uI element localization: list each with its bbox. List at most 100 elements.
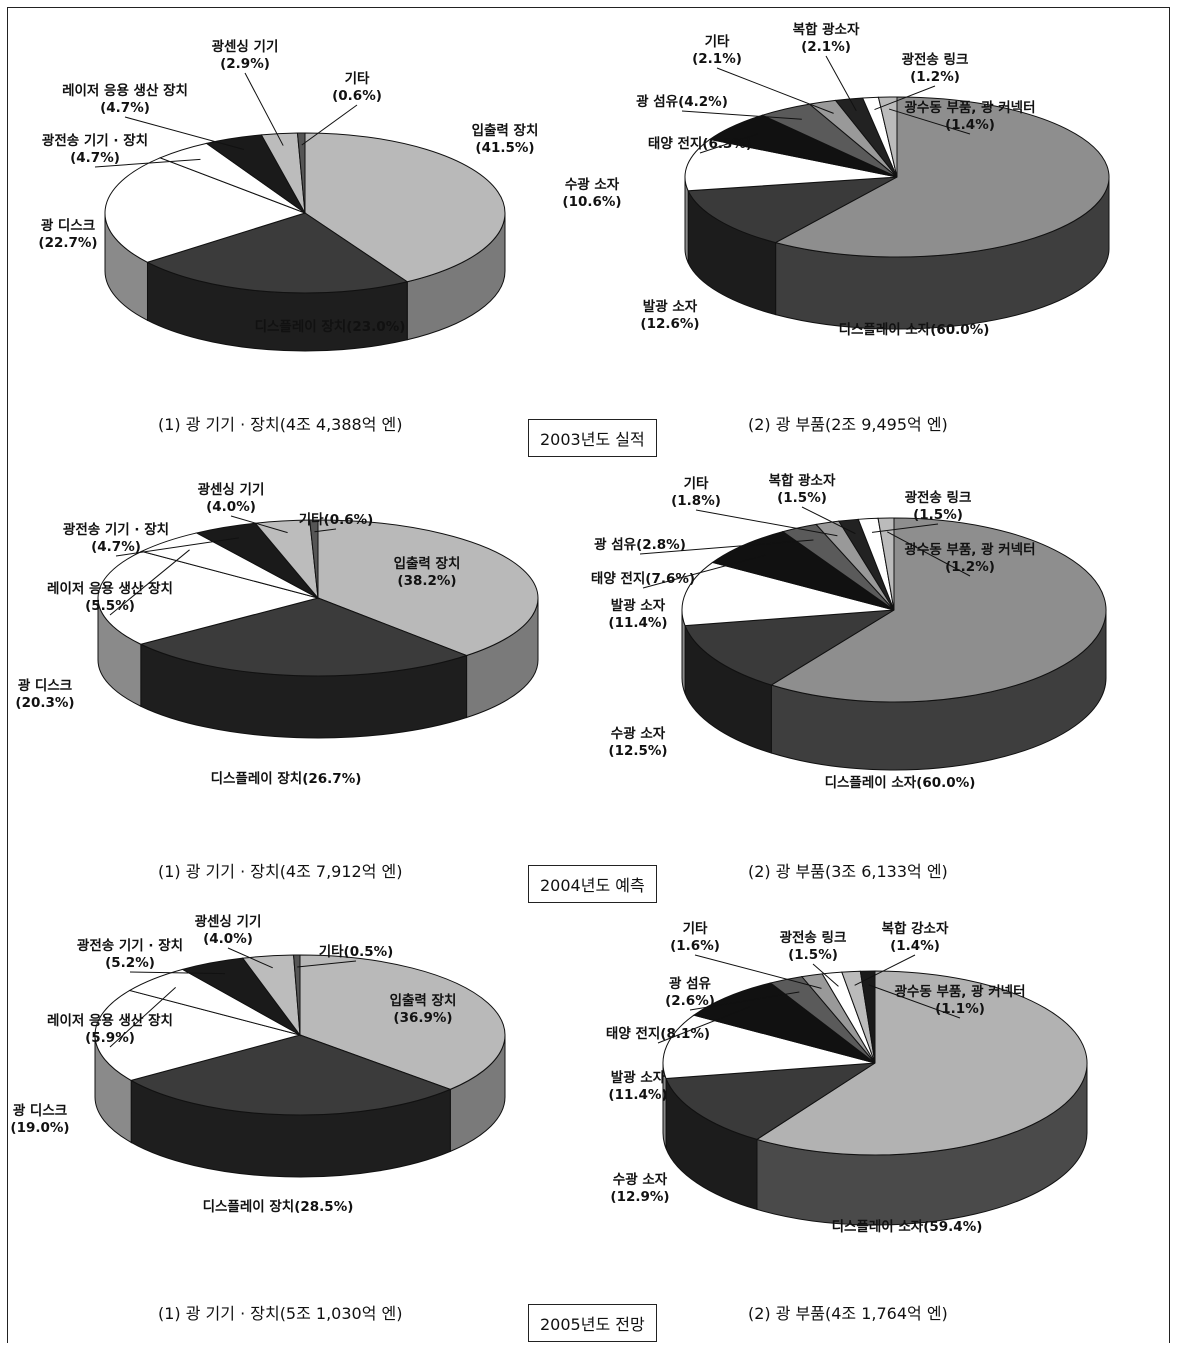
slice-label-optical-disc: (19.0%) (10, 1120, 69, 1136)
slice-label-optical-fiber: 광 섬유 (669, 975, 712, 992)
leader-line-other (716, 67, 834, 114)
slice-label-optical-fiber: 광 섬유(4.2%) (636, 93, 728, 110)
pie-labels: 디스플레이 소자(59.4%) 수광 소자(12.9%) 발광 소자(11.4%) 태… (606, 920, 1026, 1235)
pie-slice-passive-components-connectors (877, 96, 898, 178)
caption-2003-devices: (1) 광 기기 · 장치(4조 4,388억 엔) (158, 415, 403, 434)
pie-slice-display-devices (139, 597, 469, 677)
slice-label-laser-production-equipment: 레이저 응용 생산 장치 (47, 580, 173, 597)
slice-label-passive-components-connectors: 광수동 부품, 광 커넥터 (904, 541, 1035, 558)
slice-label-optical-sensing-devices: (4.0%) (203, 931, 253, 947)
slice-label-other: (1.8%) (671, 493, 721, 509)
pie-chart-2003-components: 디스플레이 소자(60.0%) 발광 소자(12.6%) 수광 소자(10.6%) 태… (562, 21, 1110, 338)
leader-line-optical-sensing-devices (230, 515, 288, 534)
slice-label-optical-sensing-devices: (2.9%) (220, 56, 270, 72)
leader-line-passive-components-connectors (888, 108, 971, 135)
slice-label-passive-components-connectors: (1.4%) (945, 117, 995, 133)
slice-label-composite-optical-elements: 복합 광소자 (769, 472, 836, 489)
pie-slice-display-devices (146, 212, 409, 294)
pie-slice-passive-components-connectors (859, 970, 876, 1064)
slice-label-passive-components-connectors: (1.2%) (945, 559, 995, 575)
leader-line-optical-transmission-link (871, 523, 939, 533)
pie-slice-light-emitting-elements (687, 176, 898, 244)
slice-label-optical-transmission-link: 광전송 링크 (780, 929, 847, 946)
slice-label-input-output-devices: (38.2%) (397, 573, 456, 589)
pie-labels: 입출력 장치(36.9%) 디스플레이 장치(28.5%) 광 디스크(19.0%)… (10, 913, 456, 1215)
slice-label-laser-production-equipment: (5.9%) (85, 1030, 135, 1046)
leader-line-passive-components-connectors (886, 531, 971, 577)
leader-line-laser-production-equipment (124, 116, 245, 151)
slice-label-optical-transmission-link: 광전송 링크 (902, 51, 969, 68)
slice-label-light-receiving-elements: (10.6%) (562, 194, 621, 210)
leader-line-solar-cells (657, 1006, 750, 1044)
pie-slice-light-receiving-elements (684, 609, 895, 686)
slice-label-optical-transmission-devices: (4.7%) (91, 539, 141, 555)
slice-label-optical-disc: 광 디스크 (13, 1102, 67, 1119)
caption-2004-devices: (1) 광 기기 · 장치(4조 7,912억 엔) (158, 862, 403, 881)
pie-labels: 입출력 장치(38.2%) 디스플레이 장치(26.7%) 광 디스크(20.3%)… (15, 481, 460, 787)
slice-label-other: (0.6%) (332, 88, 382, 104)
pie-chart-2005-devices: 입출력 장치(36.9%) 디스플레이 장치(28.5%) 광 디스크(19.0%)… (10, 913, 506, 1215)
pie-labels: 디스플레이 소자(60.0%) 수광 소자(12.5%) 발광 소자(11.4%) 태… (591, 472, 1036, 791)
pie-chart-2004-devices: 입출력 장치(38.2%) 디스플레이 장치(26.7%) 광 디스크(20.3%)… (15, 481, 539, 787)
pie-slice-input-output-devices (317, 519, 539, 657)
leader-line-passive-components-connectors (868, 984, 961, 1019)
slice-label-light-emitting-elements: 발광 소자 (643, 298, 698, 315)
slice-label-optical-transmission-devices: (5.2%) (105, 955, 155, 971)
year-label-2003: 2003년도 실적 (528, 419, 657, 457)
pie-slices (94, 954, 506, 1116)
pie-slices (681, 517, 1107, 703)
slice-label-optical-transmission-devices: 광전송 기기 · 장치 (42, 132, 148, 149)
leader-line-laser-production-equipment (109, 549, 190, 616)
pie-slice-other (309, 519, 319, 599)
leader-line-other (695, 509, 838, 537)
slice-label-composite-optical-elements: (1.5%) (777, 490, 827, 506)
pie-slice-other (296, 132, 306, 214)
slice-label-input-output-devices: (41.5%) (475, 140, 534, 156)
slice-label-solar-cells: 태양 전지(7.6%) (591, 570, 695, 587)
slice-label-light-receiving-elements: 수광 소자 (613, 1171, 668, 1188)
pie-slice-optical-disc (97, 550, 320, 645)
leader-line-composite-optical-elements (801, 506, 856, 535)
slice-label-light-emitting-elements: (11.4%) (608, 615, 667, 631)
slice-label-optical-sensing-devices: (4.0%) (206, 499, 256, 515)
slice-label-composite-optical-elements: (1.4%) (890, 938, 940, 954)
pie-slice-input-output-devices (304, 132, 506, 283)
pie-slices (104, 132, 506, 294)
caption-2005-components: (2) 광 부품(4조 1,764억 엔) (748, 1304, 948, 1323)
slice-label-optical-transmission-link: (1.5%) (788, 947, 838, 963)
pie-slices (97, 519, 539, 677)
slice-label-light-emitting-elements: (11.4%) (608, 1087, 667, 1103)
slice-label-other: (1.6%) (670, 938, 720, 954)
pie-slice-display-elements (770, 517, 1107, 703)
slice-label-passive-components-connectors: 광수동 부품, 광 커넥터 (904, 99, 1035, 116)
slice-label-optical-disc: (20.3%) (15, 695, 74, 711)
slice-label-passive-components-connectors: 광수동 부품, 광 커넥터 (894, 983, 1025, 1000)
slice-label-other: 기타 (345, 71, 370, 87)
pie-slice-optical-disc (94, 989, 302, 1081)
slice-label-composite-optical-elements: (2.1%) (801, 39, 851, 55)
slice-label-optical-disc: 광 디스크 (41, 217, 95, 234)
leader-line-optical-fiber (639, 539, 814, 555)
leader-line-optical-transmission-devices (115, 537, 239, 557)
leader-line-other (301, 104, 358, 146)
pie-slice-light-emitting-elements (662, 1014, 876, 1080)
slice-label-light-receiving-elements: (12.9%) (610, 1189, 669, 1205)
leader-line-composite-optical-elements (825, 55, 857, 112)
slice-label-laser-production-equipment: (4.7%) (100, 100, 150, 116)
slice-label-optical-transmission-devices: 광전송 기기 · 장치 (63, 521, 169, 538)
caption-2003-components: (2) 광 부품(2조 9,495억 엔) (748, 415, 948, 434)
slice-label-display-elements: 디스플레이 소자(60.0%) (825, 774, 976, 791)
slice-label-display-devices: 디스플레이 장치(28.5%) (203, 1198, 354, 1215)
leader-line-laser-production-equipment (109, 987, 176, 1048)
slice-label-display-devices: 디스플레이 장치(23.0%) (255, 318, 406, 335)
pie-slices (684, 96, 1110, 258)
slice-label-light-receiving-elements: 수광 소자 (565, 176, 620, 193)
leader-line-optical-transmission-devices (129, 971, 225, 975)
slice-label-light-emitting-elements: (12.6%) (640, 316, 699, 332)
slice-label-laser-production-equipment: 레이저 응용 생산 장치 (47, 1012, 173, 1029)
pie-chart-2003-devices: 입출력 장치(41.5%) 디스플레이 장치(23.0%) 광 디스크(22.7%)… (38, 38, 539, 352)
slice-label-optical-transmission-devices: (4.7%) (70, 150, 120, 166)
slice-label-input-output-devices: 입출력 장치 (472, 122, 539, 139)
slice-label-input-output-devices: 입출력 장치 (390, 992, 457, 1009)
slice-label-optical-disc: 광 디스크 (18, 677, 72, 694)
